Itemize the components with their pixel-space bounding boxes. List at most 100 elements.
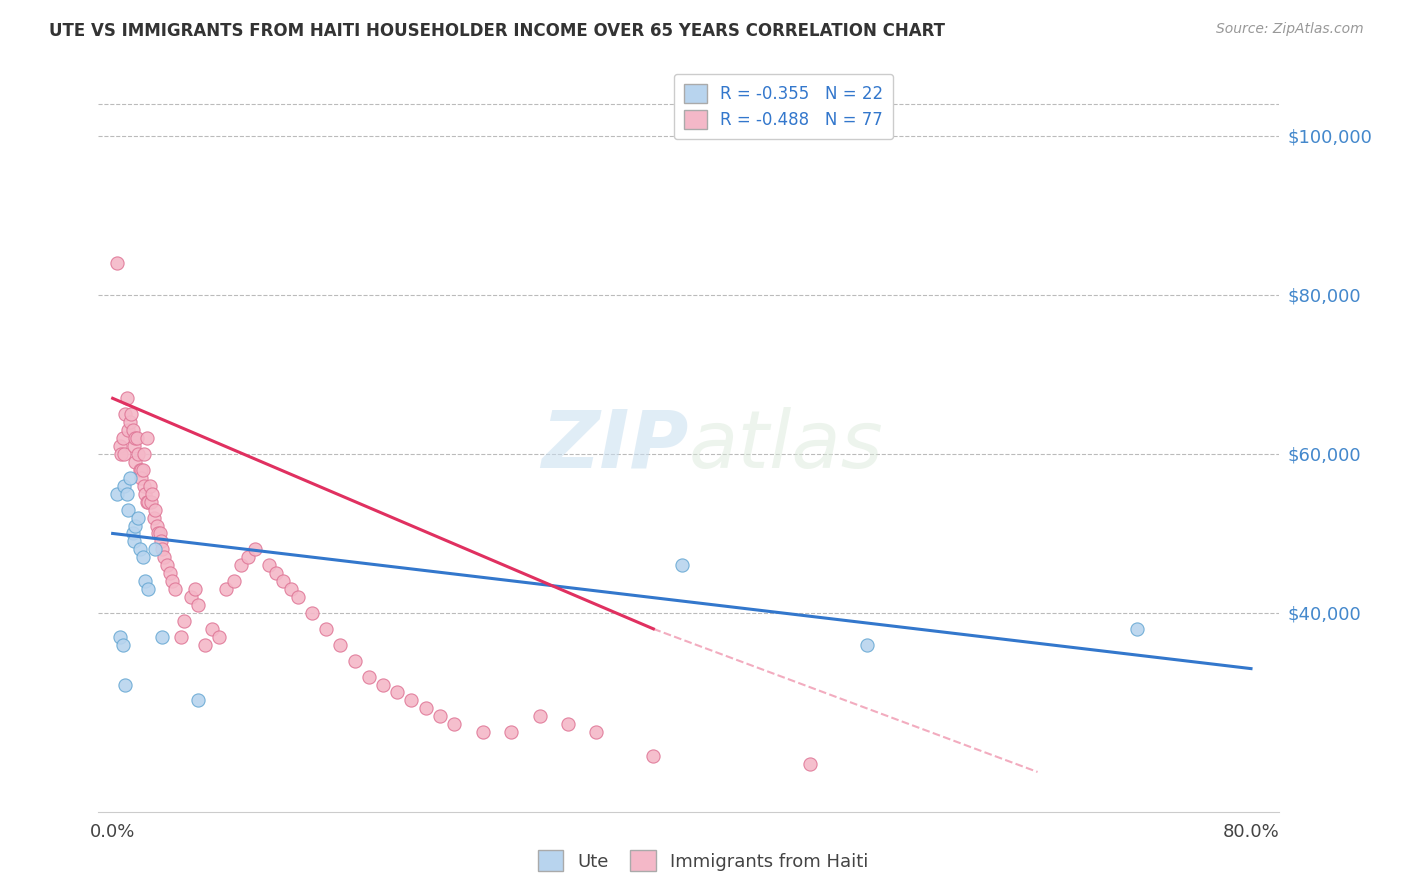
Point xyxy=(121,423,143,437)
Point xyxy=(124,455,146,469)
Point xyxy=(129,471,152,485)
Point xyxy=(139,494,162,508)
Point xyxy=(315,622,337,636)
Point xyxy=(671,558,693,573)
Point xyxy=(132,447,155,461)
Point xyxy=(142,510,165,524)
Point xyxy=(215,582,238,596)
Point xyxy=(236,550,259,565)
Point xyxy=(471,725,494,739)
Point xyxy=(301,606,323,620)
Point xyxy=(273,574,295,589)
Point xyxy=(129,463,152,477)
Point xyxy=(108,439,131,453)
Point xyxy=(266,566,288,581)
Point xyxy=(118,471,141,485)
Point xyxy=(135,431,157,445)
Point xyxy=(257,558,280,573)
Point xyxy=(184,582,207,596)
Point xyxy=(112,479,135,493)
Point xyxy=(201,622,224,636)
Point xyxy=(194,638,217,652)
Legend: R = -0.355   N = 22, R = -0.488   N = 77: R = -0.355 N = 22, R = -0.488 N = 77 xyxy=(673,74,893,139)
Point xyxy=(165,582,187,596)
Point xyxy=(443,717,465,731)
Text: Source: ZipAtlas.com: Source: ZipAtlas.com xyxy=(1216,22,1364,37)
Point xyxy=(153,550,176,565)
Point xyxy=(111,638,134,652)
Point xyxy=(529,709,551,723)
Point xyxy=(128,542,150,557)
Point xyxy=(136,582,159,596)
Point xyxy=(229,558,252,573)
Point xyxy=(149,526,172,541)
Point xyxy=(127,510,149,524)
Point xyxy=(143,542,166,557)
Point xyxy=(135,494,157,508)
Point xyxy=(124,431,146,445)
Point xyxy=(111,431,134,445)
Point xyxy=(134,486,156,500)
Point xyxy=(799,757,821,772)
Point xyxy=(170,630,193,644)
Point xyxy=(125,431,148,445)
Point xyxy=(180,590,202,604)
Point xyxy=(132,479,155,493)
Point xyxy=(141,486,163,500)
Point xyxy=(124,518,146,533)
Point xyxy=(118,415,141,429)
Text: ZIP: ZIP xyxy=(541,407,689,485)
Point xyxy=(131,463,153,477)
Point xyxy=(499,725,522,739)
Point xyxy=(429,709,451,723)
Point xyxy=(143,502,166,516)
Point xyxy=(108,630,131,644)
Point xyxy=(1126,622,1149,636)
Point xyxy=(152,630,174,644)
Point xyxy=(243,542,266,557)
Point xyxy=(115,486,138,500)
Point xyxy=(148,526,170,541)
Point xyxy=(343,654,366,668)
Point xyxy=(105,486,128,500)
Text: UTE VS IMMIGRANTS FROM HAITI HOUSEHOLDER INCOME OVER 65 YEARS CORRELATION CHART: UTE VS IMMIGRANTS FROM HAITI HOUSEHOLDER… xyxy=(49,22,945,40)
Point xyxy=(387,685,409,699)
Point xyxy=(585,725,607,739)
Point xyxy=(187,693,209,707)
Point xyxy=(187,598,209,612)
Point xyxy=(114,407,136,421)
Point xyxy=(127,447,149,461)
Point xyxy=(287,590,309,604)
Point xyxy=(208,630,231,644)
Point xyxy=(112,447,135,461)
Point xyxy=(114,677,136,691)
Point xyxy=(856,638,879,652)
Point xyxy=(156,558,179,573)
Point xyxy=(557,717,579,731)
Legend: Ute, Immigrants from Haiti: Ute, Immigrants from Haiti xyxy=(530,843,876,879)
Point xyxy=(122,439,145,453)
Point xyxy=(117,502,139,516)
Point xyxy=(371,677,394,691)
Point xyxy=(401,693,423,707)
Text: atlas: atlas xyxy=(689,407,884,485)
Point xyxy=(145,518,167,533)
Point xyxy=(152,542,174,557)
Point xyxy=(120,407,142,421)
Point xyxy=(643,749,665,764)
Point xyxy=(150,534,173,549)
Point xyxy=(115,392,138,406)
Point xyxy=(105,256,128,270)
Point xyxy=(357,669,380,683)
Point xyxy=(117,423,139,437)
Point xyxy=(280,582,302,596)
Point xyxy=(222,574,245,589)
Point xyxy=(110,447,132,461)
Point xyxy=(121,526,143,541)
Point xyxy=(329,638,352,652)
Point xyxy=(134,574,156,589)
Point xyxy=(415,701,437,715)
Point xyxy=(159,566,181,581)
Point xyxy=(136,494,159,508)
Point xyxy=(131,550,153,565)
